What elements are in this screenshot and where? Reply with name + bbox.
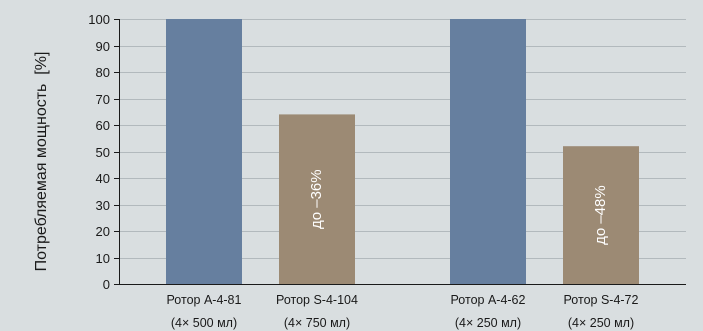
y-tick-label: 60 bbox=[96, 118, 110, 133]
y-tick-label: 10 bbox=[96, 251, 110, 266]
y-tick-label: 70 bbox=[96, 92, 110, 107]
x-category-label: Ротор S-4-104 bbox=[276, 293, 358, 307]
y-tick-labels: 0 10 20 30 40 50 60 70 80 90 100 bbox=[88, 12, 110, 292]
bar bbox=[166, 19, 242, 284]
x-category-labels: Ротор A-4-81 (4× 500 мл) Ротор S-4-104 (4× … bbox=[167, 293, 639, 330]
x-category-label: Ротор A-4-81 bbox=[167, 293, 242, 307]
x-category-label: Ротор A-4-62 bbox=[451, 293, 526, 307]
y-tick-label: 20 bbox=[96, 224, 110, 239]
x-category-sublabel: (4× 500 мл) bbox=[171, 316, 237, 330]
bar bbox=[563, 146, 639, 284]
y-tick-label: 40 bbox=[96, 171, 110, 186]
x-category-label: Ротор S-4-72 bbox=[564, 293, 639, 307]
bar bbox=[450, 19, 526, 284]
bar-annotation: до –36% bbox=[308, 169, 325, 229]
y-tick-label: 50 bbox=[96, 145, 110, 160]
bars: до –36% до –48% bbox=[166, 19, 639, 285]
y-tick-label: 30 bbox=[96, 198, 110, 213]
x-category-sublabel: (4× 750 мл) bbox=[284, 316, 350, 330]
x-category-sublabel: (4× 250 мл) bbox=[568, 316, 634, 330]
x-category-sublabel: (4× 250 мл) bbox=[455, 316, 521, 330]
y-axis-label: Потребляемая мощность [%] bbox=[33, 52, 50, 272]
bar-annotation: до –48% bbox=[592, 185, 609, 245]
y-tick-label: 100 bbox=[88, 12, 110, 27]
y-tick-label: 80 bbox=[96, 65, 110, 80]
bar bbox=[279, 114, 355, 285]
y-tick-label: 90 bbox=[96, 39, 110, 54]
y-tick-label: 0 bbox=[103, 277, 110, 292]
